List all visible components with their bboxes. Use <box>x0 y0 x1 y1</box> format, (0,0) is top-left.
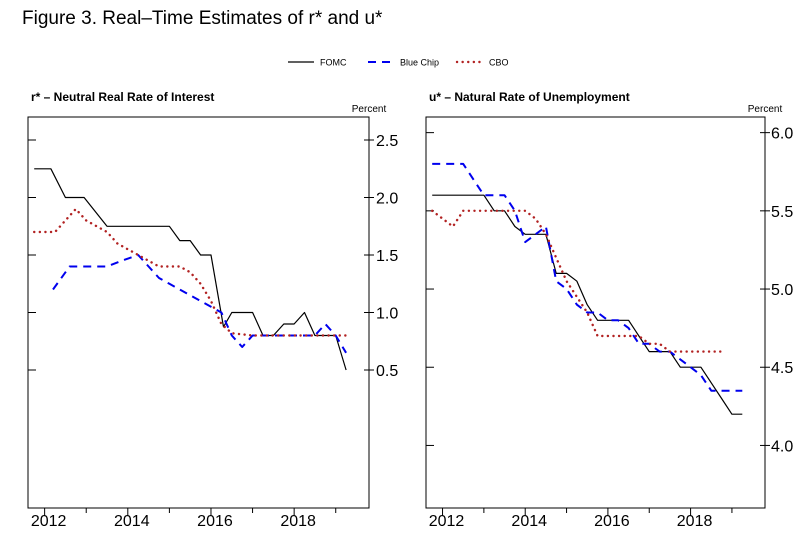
x-tick-label: 2012 <box>429 513 465 530</box>
x-tick-label: 2012 <box>31 513 67 530</box>
y-tick-label: 0.5 <box>376 363 398 380</box>
legend-label-cbo: CBO <box>489 58 509 68</box>
y-tick-label: 1.5 <box>376 248 398 265</box>
series-line-cbo <box>33 207 348 337</box>
x-tick-label: 2014 <box>114 513 150 530</box>
panel-title: u* – Natural Rate of Unemployment <box>429 90 630 104</box>
panel-title: r* – Neutral Real Rate of Interest <box>31 90 214 104</box>
x-tick-label: 2018 <box>280 513 316 530</box>
y-axis-label: Percent <box>748 104 783 115</box>
panel-r-star: r* – Neutral Real Rate of Interest Percen… <box>27 90 398 530</box>
series-line-fomc <box>432 194 743 415</box>
legend: FOMC Blue Chip CBO <box>288 58 509 68</box>
x-tick-label: 2016 <box>197 513 233 530</box>
x-tick-label: 2016 <box>594 513 630 530</box>
series-line-blue-chip <box>432 162 743 392</box>
figure-title: Figure 3. Real–Time Estimates of r* and … <box>22 8 383 29</box>
series-line-cbo <box>431 209 723 353</box>
y-tick-label: 6.0 <box>771 126 793 143</box>
plot-frame <box>27 116 370 509</box>
legend-label-blue-chip: Blue Chip <box>400 58 439 68</box>
panel-u-star: u* – Natural Rate of Unemployment Percent… <box>425 90 793 530</box>
y-tick-label: 4.5 <box>771 360 793 377</box>
x-tick-label: 2018 <box>677 513 713 530</box>
plot-frame <box>425 116 766 509</box>
y-tick-label: 5.5 <box>771 204 793 221</box>
y-tick-label: 5.0 <box>771 282 793 299</box>
y-tick-label: 1.0 <box>376 306 398 323</box>
series-line-fomc <box>34 168 347 371</box>
legend-label-fomc: FOMC <box>320 58 347 68</box>
series-line-blue-chip <box>52 254 347 354</box>
y-axis-label: Percent <box>352 104 387 115</box>
y-tick-label: 2.0 <box>376 191 398 208</box>
x-tick-label: 2014 <box>511 513 547 530</box>
y-tick-label: 4.0 <box>771 438 793 455</box>
y-tick-label: 2.5 <box>376 133 398 150</box>
